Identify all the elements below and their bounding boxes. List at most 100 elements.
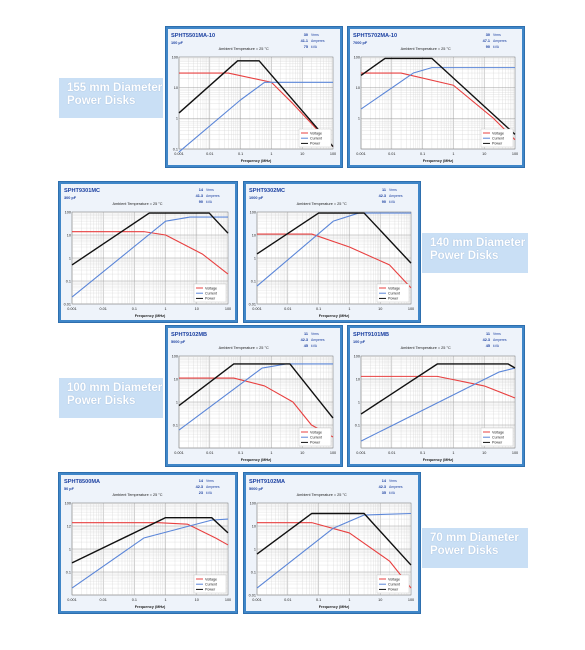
x-tick-label: 0.1 bbox=[420, 152, 425, 156]
x-tick-label: 100 bbox=[408, 598, 414, 602]
x-tick-label: 10 bbox=[378, 307, 382, 311]
y-tick-label: 10 bbox=[356, 377, 360, 381]
x-tick-label: 0.1 bbox=[132, 307, 137, 311]
spec-value: 42.3 bbox=[301, 338, 308, 342]
series-line-current bbox=[256, 512, 412, 589]
series-line-current bbox=[256, 212, 411, 287]
size-label-line1: 155 mm Diameter bbox=[67, 82, 163, 94]
chart-svg: SPHT9102MB 5000 pF Ambient Temperature = 2… bbox=[168, 328, 340, 464]
x-tick-label: 1 bbox=[270, 451, 272, 455]
y-tick-label: 10 bbox=[252, 524, 256, 528]
y-tick-label: 0.1 bbox=[173, 423, 178, 427]
spec-value: 42.3 bbox=[196, 485, 203, 489]
ambient-temperature: Ambient Temperature = 25 °C bbox=[112, 202, 162, 206]
x-tick-label: 10 bbox=[482, 152, 486, 156]
y-tick-label: 100 bbox=[250, 210, 256, 214]
size-label-line1: 70 mm Diameter bbox=[430, 532, 519, 544]
chart-svg: SPHT9101MB 100 pF Ambient Temperature = 25… bbox=[350, 328, 522, 464]
x-axis-label: Frequency (MHz) bbox=[319, 314, 350, 318]
spec-unit: kVA bbox=[206, 200, 213, 204]
chart-panel-spht9302mc: SPHT9302MC 1000 pF Ambient Temperature = 2… bbox=[243, 181, 421, 323]
x-tick-label: 0.1 bbox=[316, 598, 321, 602]
y-tick-label: 12 bbox=[67, 524, 71, 528]
legend-label: Voltage bbox=[388, 577, 400, 581]
x-tick-label: 0.01 bbox=[284, 307, 291, 311]
spec-unit: Amperes bbox=[311, 338, 325, 342]
x-tick-label: 0.1 bbox=[238, 451, 243, 455]
grid bbox=[71, 503, 228, 596]
spec-unit: kVA bbox=[493, 45, 500, 49]
y-tick-label: 1 bbox=[254, 256, 256, 260]
x-tick-label: 1 bbox=[452, 152, 454, 156]
chart-svg: SPHT5501MA-10 100 µF Ambient Temperature =… bbox=[168, 29, 340, 165]
y-tick-label: 0.1 bbox=[251, 279, 256, 283]
y-tick-label: 10 bbox=[67, 233, 71, 237]
series-line-power bbox=[256, 212, 412, 264]
ambient-temperature: Ambient Temperature = 25 °C bbox=[219, 47, 269, 51]
chart-spec-left: 100 pF bbox=[353, 340, 366, 344]
spec-value: 45 bbox=[486, 344, 490, 348]
size-label-line2: Power Disks bbox=[430, 250, 499, 262]
ambient-temperature: Ambient Temperature = 25 °C bbox=[401, 346, 451, 350]
y-tick-label: 100 bbox=[354, 55, 360, 59]
x-tick-label: 10 bbox=[482, 451, 486, 455]
y-tick-label: 1 bbox=[176, 400, 178, 404]
x-tick-label: 0.01 bbox=[100, 307, 107, 311]
legend-label: Voltage bbox=[205, 577, 217, 581]
spec-unit: kVA bbox=[389, 491, 396, 495]
spec-value: 90 bbox=[382, 200, 386, 204]
y-tick-label: 1 bbox=[69, 547, 71, 551]
x-tick-label: 0.01 bbox=[206, 451, 213, 455]
legend-label: Current bbox=[205, 292, 217, 296]
y-tick-label: 0.01 bbox=[249, 593, 256, 597]
series-line-voltage bbox=[257, 233, 412, 289]
series-line-voltage bbox=[72, 522, 229, 546]
chart-spec-left: 100 µF bbox=[171, 41, 184, 45]
spec-unit: Vrms bbox=[493, 33, 501, 37]
x-tick-label: 0.001 bbox=[174, 451, 184, 455]
spec-value: 47.1 bbox=[483, 39, 490, 43]
chart-title: SPHT9102MB bbox=[171, 332, 207, 338]
chart-panel-spht9101mb: SPHT9101MB 100 pF Ambient Temperature = 25… bbox=[347, 325, 525, 467]
series-line-power bbox=[178, 363, 334, 419]
size-label-line2: Power Disks bbox=[67, 395, 136, 407]
legend-label: Voltage bbox=[310, 131, 322, 135]
x-tick-label: 0.001 bbox=[252, 598, 262, 602]
spec-unit: Vrms bbox=[311, 33, 319, 37]
x-tick-label: 0.001 bbox=[356, 451, 366, 455]
x-tick-label: 0.01 bbox=[388, 451, 395, 455]
y-tick-label: 100 bbox=[172, 55, 178, 59]
legend-label: Voltage bbox=[205, 286, 217, 290]
legend-label: Power bbox=[310, 441, 321, 445]
y-tick-label: 0.1 bbox=[355, 423, 360, 427]
spec-value: 30 bbox=[486, 33, 490, 37]
legend-label: Power bbox=[388, 588, 399, 592]
y-tick-label: 10 bbox=[174, 377, 178, 381]
x-tick-label: 100 bbox=[512, 152, 518, 156]
series-line-current bbox=[178, 81, 333, 153]
x-tick-label: 0.001 bbox=[252, 307, 262, 311]
x-tick-label: 10 bbox=[300, 152, 304, 156]
spec-unit: kVA bbox=[389, 200, 396, 204]
spec-unit: Vrms bbox=[389, 188, 397, 192]
x-axis-label: Frequency (MHz) bbox=[423, 458, 454, 462]
x-axis-label: Frequency (MHz) bbox=[241, 458, 272, 462]
chart-panel-spht9102mb: SPHT9102MB 5000 pF Ambient Temperature = 2… bbox=[165, 325, 343, 467]
chart-svg: SPHT5702MA-10 7000 pF Ambient Temperature … bbox=[350, 29, 522, 165]
legend-label: Power bbox=[388, 297, 399, 301]
spec-unit: Amperes bbox=[389, 194, 403, 198]
x-tick-label: 1 bbox=[165, 598, 167, 602]
spec-unit: Vrms bbox=[206, 188, 214, 192]
chart-title: SPHT5501MA-10 bbox=[171, 33, 215, 39]
x-tick-label: 1 bbox=[165, 307, 167, 311]
legend-label: Power bbox=[205, 588, 216, 592]
size-label-line1: 100 mm Diameter bbox=[67, 382, 163, 394]
x-tick-label: 100 bbox=[330, 451, 336, 455]
series-line-current bbox=[178, 363, 333, 431]
grid bbox=[71, 212, 228, 305]
x-tick-label: 0.1 bbox=[420, 451, 425, 455]
spec-unit: Amperes bbox=[206, 194, 220, 198]
chart-title: SPHT8500MA bbox=[64, 479, 100, 485]
legend-label: Power bbox=[310, 142, 321, 146]
y-tick-label: 100 bbox=[354, 354, 360, 358]
